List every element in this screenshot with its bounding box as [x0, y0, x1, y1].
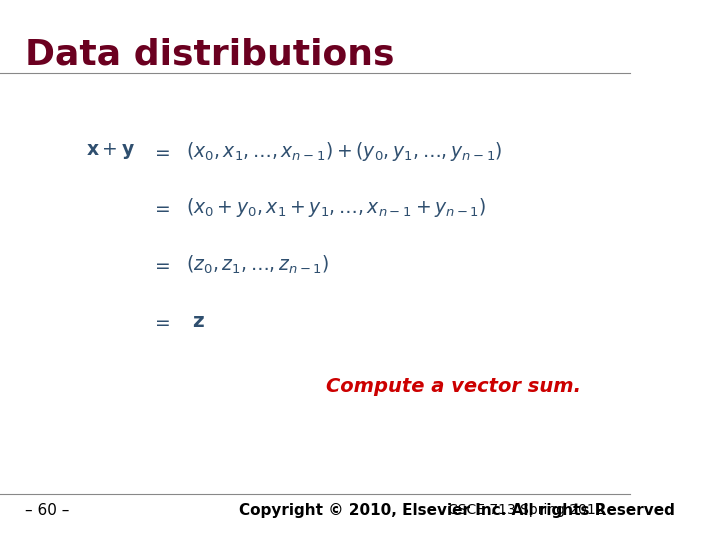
Text: Copyright © 2010, Elsevier Inc. All rights Reserved: Copyright © 2010, Elsevier Inc. All righ…: [240, 503, 675, 518]
Text: Compute a vector sum.: Compute a vector sum.: [326, 376, 581, 396]
Text: $\mathbf{x} + \mathbf{y}$: $\mathbf{x} + \mathbf{y}$: [86, 141, 135, 161]
Text: CSCE 713 Spring 2012: CSCE 713 Spring 2012: [449, 503, 605, 517]
Text: $(x_0, x_1, \ldots, x_{n-1}) + (y_0, y_1, \ldots, y_{n-1})$: $(x_0, x_1, \ldots, x_{n-1}) + (y_0, y_1…: [186, 140, 503, 163]
Text: $(z_0, z_1, \ldots, z_{n-1})$: $(z_0, z_1, \ldots, z_{n-1})$: [186, 253, 329, 276]
Text: Data distributions: Data distributions: [25, 38, 395, 72]
Text: $=$: $=$: [151, 255, 171, 274]
Text: $=$: $=$: [151, 312, 171, 331]
Text: $(x_0 + y_0, x_1 + y_1, \ldots, x_{n-1} + y_{n-1})$: $(x_0 + y_0, x_1 + y_1, \ldots, x_{n-1} …: [186, 197, 486, 219]
Text: $=$: $=$: [151, 198, 171, 218]
Text: $\mathbf{z}$: $\mathbf{z}$: [192, 312, 205, 331]
Text: $=$: $=$: [151, 141, 171, 161]
Text: – 60 –: – 60 –: [25, 503, 70, 518]
